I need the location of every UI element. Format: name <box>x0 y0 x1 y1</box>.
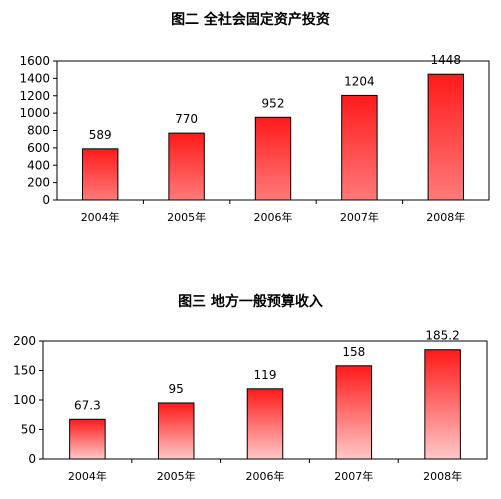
chart2-x-tick-label: 2008年 <box>423 469 462 483</box>
chart2-y-tick-label: 0 <box>28 452 36 466</box>
chart2-data-label: 67.3 <box>74 398 101 412</box>
chart2-y-tick-label: 100 <box>13 393 36 407</box>
chart2-x-tick-label: 2004年 <box>68 469 107 483</box>
chart1-y-tick-label: 1600 <box>19 54 50 68</box>
chart2-data-label: 95 <box>169 382 184 396</box>
chart1-y-tick-label: 1000 <box>19 106 50 120</box>
chart2-bar <box>246 388 284 460</box>
chart2-data-label: 158 <box>342 345 365 359</box>
chart1-data-label: 952 <box>262 96 285 110</box>
chart2-bar <box>335 365 373 460</box>
chart2-y-tick-label: 50 <box>21 423 36 437</box>
chart1-y-tick-label: 0 <box>42 193 50 207</box>
chart2-y-tick-label: 200 <box>13 334 36 348</box>
chart1-title: 图二 全社会固定资产投资 <box>171 12 330 28</box>
revenue-bar-chart: 0 50 100 150 200 67.3 2004年 95 2005年 119 2006年 158 2… <box>13 329 488 483</box>
chart2-x-tick-label: 2007年 <box>334 469 373 483</box>
chart2-bar <box>157 402 195 460</box>
chart1-x-tick-label: 2008年 <box>426 210 465 224</box>
chart1-bar <box>168 132 205 201</box>
chart2-data-label: 185.2 <box>425 329 459 343</box>
chart2-data-label: 119 <box>254 368 277 382</box>
chart1-y-tick-label: 1200 <box>19 89 50 103</box>
chart1-bar <box>81 148 119 201</box>
chart1-y-tick-label: 800 <box>27 124 50 138</box>
chart1-x-tick-label: 2006年 <box>254 210 293 224</box>
chart1-x-tick-label: 2004年 <box>81 210 120 224</box>
chart1-data-label: 589 <box>89 128 112 142</box>
chart1-bar <box>341 94 378 201</box>
chart1-y-tick-label: 600 <box>27 141 50 155</box>
chart2-y-tick-label: 150 <box>13 364 36 378</box>
chart1-x-tick-label: 2005年 <box>167 210 206 224</box>
chart1-y-tick-label: 400 <box>27 158 50 172</box>
chart2-x-tick-label: 2006年 <box>246 469 285 483</box>
chart2-title: 图三 地方一般预算收入 <box>178 294 323 310</box>
chart2-bar <box>424 349 461 460</box>
chart1-bar <box>427 73 465 201</box>
chart1-data-label: 1204 <box>344 74 375 88</box>
chart2-bar <box>69 418 106 460</box>
chart1-y-tick-label: 200 <box>27 176 50 190</box>
chart1-x-tick-label: 2007年 <box>340 210 379 224</box>
chart1-y-tick-label: 1400 <box>19 71 50 85</box>
chart1-data-label: 1448 <box>431 53 462 67</box>
chart1-bar <box>254 116 292 201</box>
investment-bar-chart: 0 200 400 600 800 1000 1200 1400 1600 589 2004年 770… <box>19 53 490 224</box>
chart2-x-tick-label: 2005年 <box>157 469 196 483</box>
chart1-data-label: 770 <box>175 112 198 126</box>
